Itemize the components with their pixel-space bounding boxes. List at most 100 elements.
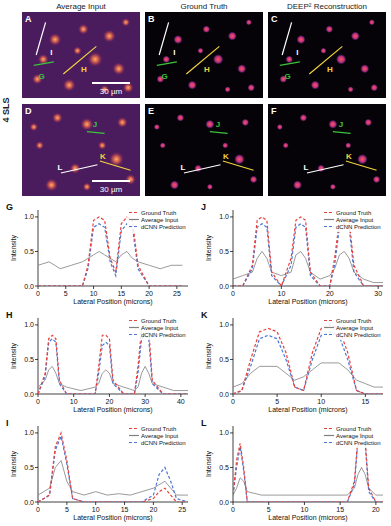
x-tick <box>109 394 110 397</box>
image-background <box>145 104 263 196</box>
series-group <box>233 433 383 502</box>
y-tick-label: 0.0 <box>219 391 229 398</box>
legend-swatch <box>324 212 334 213</box>
panel-letter: I <box>6 418 9 428</box>
x-tick <box>66 502 67 505</box>
y-label: Intensity <box>10 450 18 477</box>
line-chart: GIntensityLateral Position (microns)0.00… <box>6 202 188 306</box>
legend-swatch <box>129 435 139 436</box>
y-tick-label: 0.0 <box>24 499 34 506</box>
line-label: J <box>339 120 343 129</box>
spot <box>285 56 293 64</box>
x-tick <box>375 502 376 505</box>
y-tick-label: 1.0 <box>24 321 34 328</box>
y-tick <box>35 324 38 325</box>
spot <box>213 54 224 65</box>
spot <box>160 142 166 148</box>
y-tick <box>230 502 233 503</box>
y-tick <box>230 467 233 468</box>
x-tick-label: 15 <box>336 506 344 513</box>
x-tick <box>378 286 379 289</box>
legend-swatch <box>324 320 334 321</box>
legend-label: Average Input <box>141 325 179 331</box>
spot <box>73 46 82 55</box>
y-tick-label: 0.5 <box>24 248 34 255</box>
profile-line <box>309 46 342 74</box>
y-label: Intensity <box>205 342 213 369</box>
spot <box>345 142 351 148</box>
line-chart: LIntensityLateral Position (microns)0.00… <box>201 418 383 522</box>
y-tick <box>35 432 38 433</box>
spot <box>98 141 107 150</box>
panel-letter: C <box>271 14 278 24</box>
x-tick <box>233 394 234 397</box>
x-tick-label: 40 <box>177 398 185 405</box>
spot <box>225 86 231 92</box>
profile-line <box>186 46 219 74</box>
legend-bg <box>127 317 187 340</box>
y-tick <box>230 251 233 252</box>
line-label: I <box>50 48 52 57</box>
y-tick-label: 0.5 <box>219 464 229 471</box>
x-tick-label: 5 <box>65 506 69 513</box>
scale-bar <box>92 82 130 84</box>
series-line <box>38 224 182 286</box>
line-label: I <box>296 48 298 57</box>
x-tick-label: 20 <box>149 506 157 513</box>
x-tick-label: 10 <box>92 506 100 513</box>
x-label: Lateral Position (microns) <box>268 406 347 414</box>
legend-swatch <box>129 226 139 227</box>
spot <box>35 141 44 150</box>
line-label: L <box>180 163 185 172</box>
y-axis <box>233 210 234 286</box>
spot <box>194 165 202 173</box>
legend-label: Ground Truth <box>141 210 176 216</box>
column-title: Ground Truth <box>180 2 227 11</box>
x-tick <box>176 286 177 289</box>
profile-line <box>223 161 254 170</box>
spot <box>78 24 89 35</box>
image-background <box>22 104 140 196</box>
x-tick <box>365 394 366 397</box>
spot <box>103 29 116 42</box>
x-tick <box>321 394 322 397</box>
x-tick <box>65 286 66 289</box>
x-tick <box>145 394 146 397</box>
spot <box>351 32 360 41</box>
series-line <box>233 224 383 286</box>
spot <box>293 180 302 189</box>
x-tick <box>233 502 234 505</box>
spot <box>80 118 93 131</box>
y-tick-label: 0.5 <box>219 248 229 255</box>
spot <box>300 114 308 122</box>
x-axis <box>233 394 383 395</box>
x-tick <box>277 394 278 397</box>
series-line <box>233 433 383 502</box>
series-line <box>233 332 383 394</box>
x-tick <box>38 394 39 397</box>
panel-letter: D <box>25 106 32 116</box>
x-tick-label: 15 <box>117 290 125 297</box>
y-tick <box>35 394 38 395</box>
image-panel: IHGB <box>145 12 263 98</box>
line-label: I <box>173 48 175 57</box>
x-tick-label: 15 <box>361 398 369 405</box>
line-label: G <box>162 72 168 81</box>
x-axis <box>233 286 383 287</box>
legend-label: Average Input <box>336 325 374 331</box>
legend: Ground TruthAverage InputdCNN Prediction <box>127 425 187 448</box>
series-line <box>38 335 188 394</box>
x-tick-label: 0 <box>36 398 40 405</box>
profile-line <box>280 62 300 65</box>
spot <box>370 84 378 92</box>
x-label: Lateral Position (microns) <box>268 298 347 306</box>
spot <box>246 19 252 25</box>
y-tick <box>230 394 233 395</box>
x-tick-label: 10 <box>70 398 78 405</box>
legend-bg <box>322 209 382 232</box>
line-label: K <box>100 152 106 161</box>
y-tick-label: 1.0 <box>219 429 229 436</box>
x-tick-label: 20 <box>326 290 334 297</box>
profile-line <box>61 165 98 173</box>
line-label: G <box>285 72 291 81</box>
